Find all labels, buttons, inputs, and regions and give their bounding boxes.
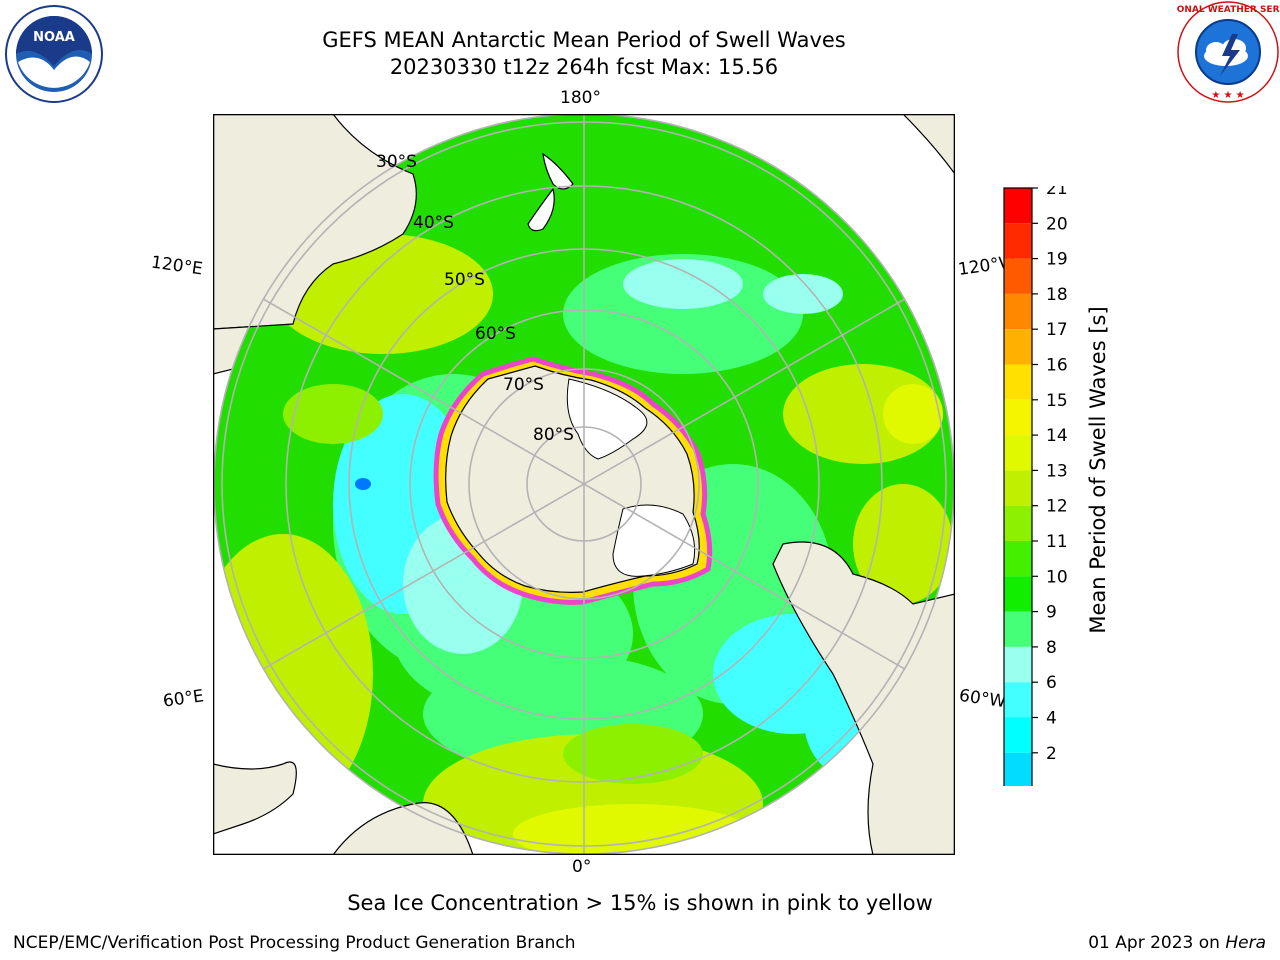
colorbar: 21 20 19 18 17 16 15 14 13 12 11 10 9 8 6 4 2: [1003, 186, 1068, 786]
footer-date-text: 01 Apr 2023 on: [1088, 933, 1220, 953]
svg-text:NOAA: NOAA: [33, 30, 75, 45]
colorbar-segment: [1004, 364, 1032, 400]
label-60e: 60°E: [161, 686, 206, 712]
colorbar-segment: [1004, 223, 1032, 259]
colorbar-tick-label: 11: [1046, 532, 1068, 552]
label-30s: 30°S: [376, 152, 417, 172]
colorbar-tick-label: 12: [1046, 497, 1068, 517]
polar-map: [212, 113, 956, 856]
colorbar-tick-label: 21: [1046, 186, 1068, 199]
svg-text:NATIONAL WEATHER SERVICE: NATIONAL WEATHER SERVICE: [1176, 5, 1280, 15]
colorbar-segment: [1004, 505, 1032, 541]
colorbar-tick-label: 19: [1046, 250, 1068, 270]
colorbar-tick-label: 8: [1046, 638, 1057, 658]
map-subtitle: 20230330 t12z 264h fcst Max: 15.56: [389, 55, 779, 79]
colorbar-tick-label: 20: [1046, 214, 1068, 234]
colorbar-tick-label: 17: [1046, 320, 1068, 340]
footer-host: Hera: [1225, 933, 1266, 953]
colorbar-segment: [1004, 293, 1032, 330]
colorbar-segment: [1004, 188, 1032, 224]
label-120e: 120°E: [149, 252, 204, 280]
colorbar-tick-label: 10: [1046, 567, 1068, 587]
graticule: [214, 114, 954, 854]
colorbar-segment: [1004, 717, 1032, 753]
colorbar-segment: [1004, 329, 1032, 365]
colorbar-tick-label: 15: [1046, 391, 1068, 411]
noaa-logo: NOAA: [5, 5, 103, 103]
colorbar-segment: [1004, 682, 1032, 718]
colorbar-outline: [1003, 187, 1033, 786]
colorbar-segment: [1004, 646, 1032, 683]
colorbar-tick-label: 4: [1046, 709, 1057, 729]
nws-logo: NATIONAL WEATHER SERVICE ★ ★ ★: [1176, 1, 1280, 103]
sea-ice-note: Sea Ice Concentration > 15% is shown in …: [347, 891, 933, 915]
colorbar-segment: [1004, 435, 1032, 471]
colorbar-segment: [1004, 541, 1032, 577]
colorbar-segment: [1004, 470, 1032, 506]
colorbar-tick-label: 6: [1046, 673, 1057, 693]
colorbar-tick-label: 9: [1046, 603, 1057, 623]
label-70s: 70°S: [503, 375, 544, 395]
colorbar-tick-label: 14: [1046, 426, 1068, 446]
colorbar-segment: [1004, 576, 1032, 612]
svg-text:★ ★ ★: ★ ★ ★: [1211, 90, 1244, 101]
footer-date: 01 Apr 2023 on Hera: [1088, 933, 1266, 953]
polar-map-svg: [212, 113, 956, 856]
colorbar-tick-label: 2: [1046, 744, 1057, 764]
colorbar-tick-label: 16: [1046, 356, 1068, 376]
label-0: 0°: [572, 857, 592, 877]
colorbar-tick-label: 18: [1046, 285, 1068, 305]
label-40s: 40°S: [413, 213, 454, 233]
label-80s: 80°S: [533, 425, 574, 445]
label-60s: 60°S: [475, 324, 516, 344]
footer-credit: NCEP/EMC/Verification Post Processing Pr…: [13, 933, 576, 953]
colorbar-segment: [1004, 611, 1032, 647]
colorbar-label: Mean Period of Swell Waves [s]: [1086, 306, 1110, 634]
label-180: 180°: [560, 88, 601, 108]
map-title: GEFS MEAN Antarctic Mean Period of Swell…: [322, 28, 846, 52]
label-50s: 50°S: [444, 270, 485, 290]
colorbar-tick-label: 13: [1046, 461, 1068, 481]
colorbar-segment: [1004, 752, 1032, 786]
colorbar-segment: [1004, 258, 1032, 294]
colorbar-segment: [1004, 399, 1032, 436]
